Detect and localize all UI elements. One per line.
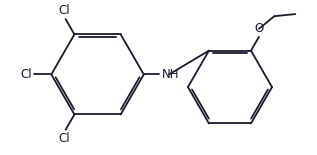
Text: NH: NH xyxy=(161,68,179,80)
Text: Cl: Cl xyxy=(58,132,70,145)
Text: O: O xyxy=(254,22,264,35)
Text: Cl: Cl xyxy=(20,68,32,81)
Text: Cl: Cl xyxy=(58,4,70,17)
